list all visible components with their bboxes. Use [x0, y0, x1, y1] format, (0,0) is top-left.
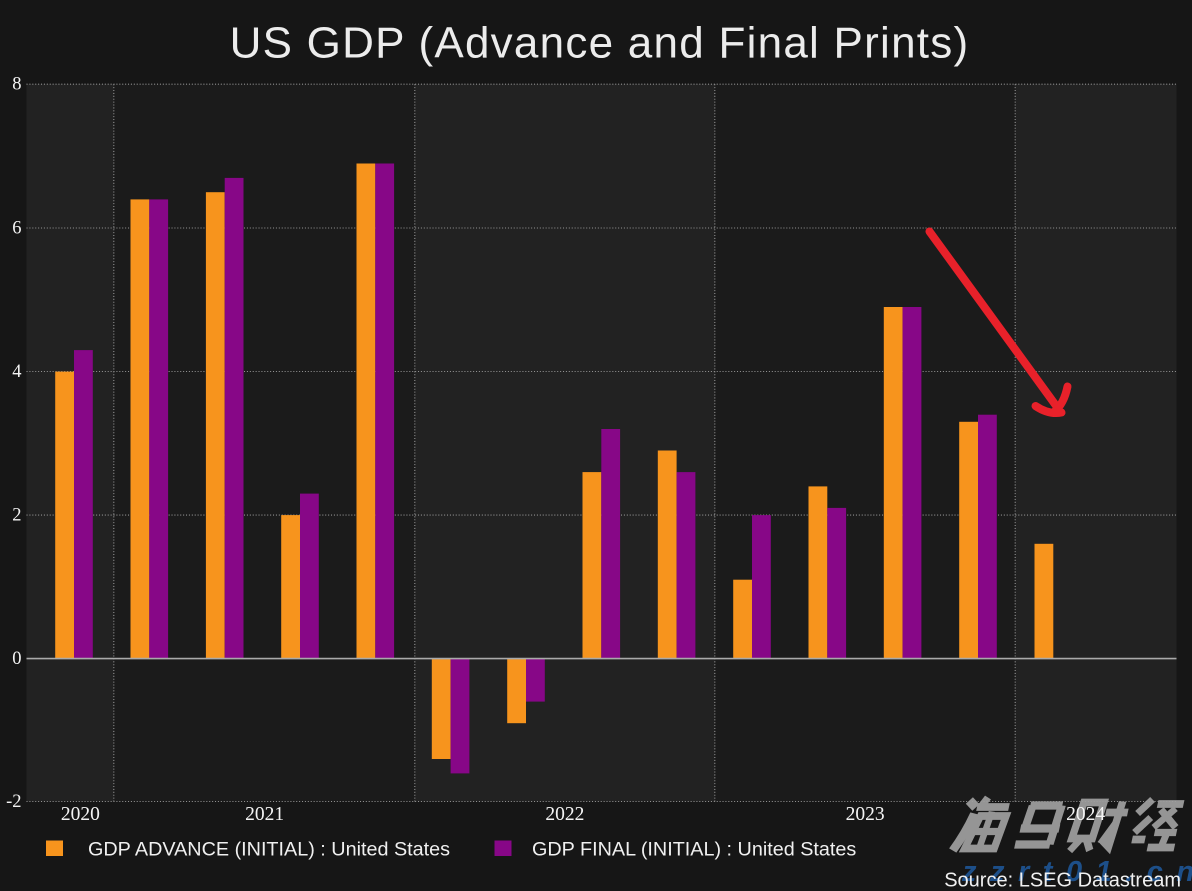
svg-text:GDP ADVANCE (INITIAL) : United: GDP ADVANCE (INITIAL) : United States	[88, 839, 450, 861]
svg-text:2022: 2022	[545, 804, 584, 825]
svg-text:0: 0	[12, 649, 21, 669]
svg-text:2024: 2024	[1066, 804, 1105, 825]
svg-text:8: 8	[12, 75, 21, 95]
svg-text:-2: -2	[6, 792, 21, 812]
svg-text:US GDP (Advance and Final Prin: US GDP (Advance and Final Prints)	[230, 19, 970, 68]
svg-text:2: 2	[12, 506, 21, 526]
svg-text:2020: 2020	[61, 804, 100, 825]
svg-text:Source: LSEG Datastream: Source: LSEG Datastream	[944, 870, 1181, 891]
svg-text:4: 4	[12, 362, 21, 382]
svg-text:2021: 2021	[245, 804, 284, 825]
svg-text:6: 6	[12, 219, 21, 239]
svg-text:zzrt01.cn: zzrt01.cn	[961, 856, 1192, 888]
svg-text:2023: 2023	[846, 804, 885, 825]
svg-text:GDP FINAL (INITIAL) : United S: GDP FINAL (INITIAL) : United States	[532, 839, 856, 861]
